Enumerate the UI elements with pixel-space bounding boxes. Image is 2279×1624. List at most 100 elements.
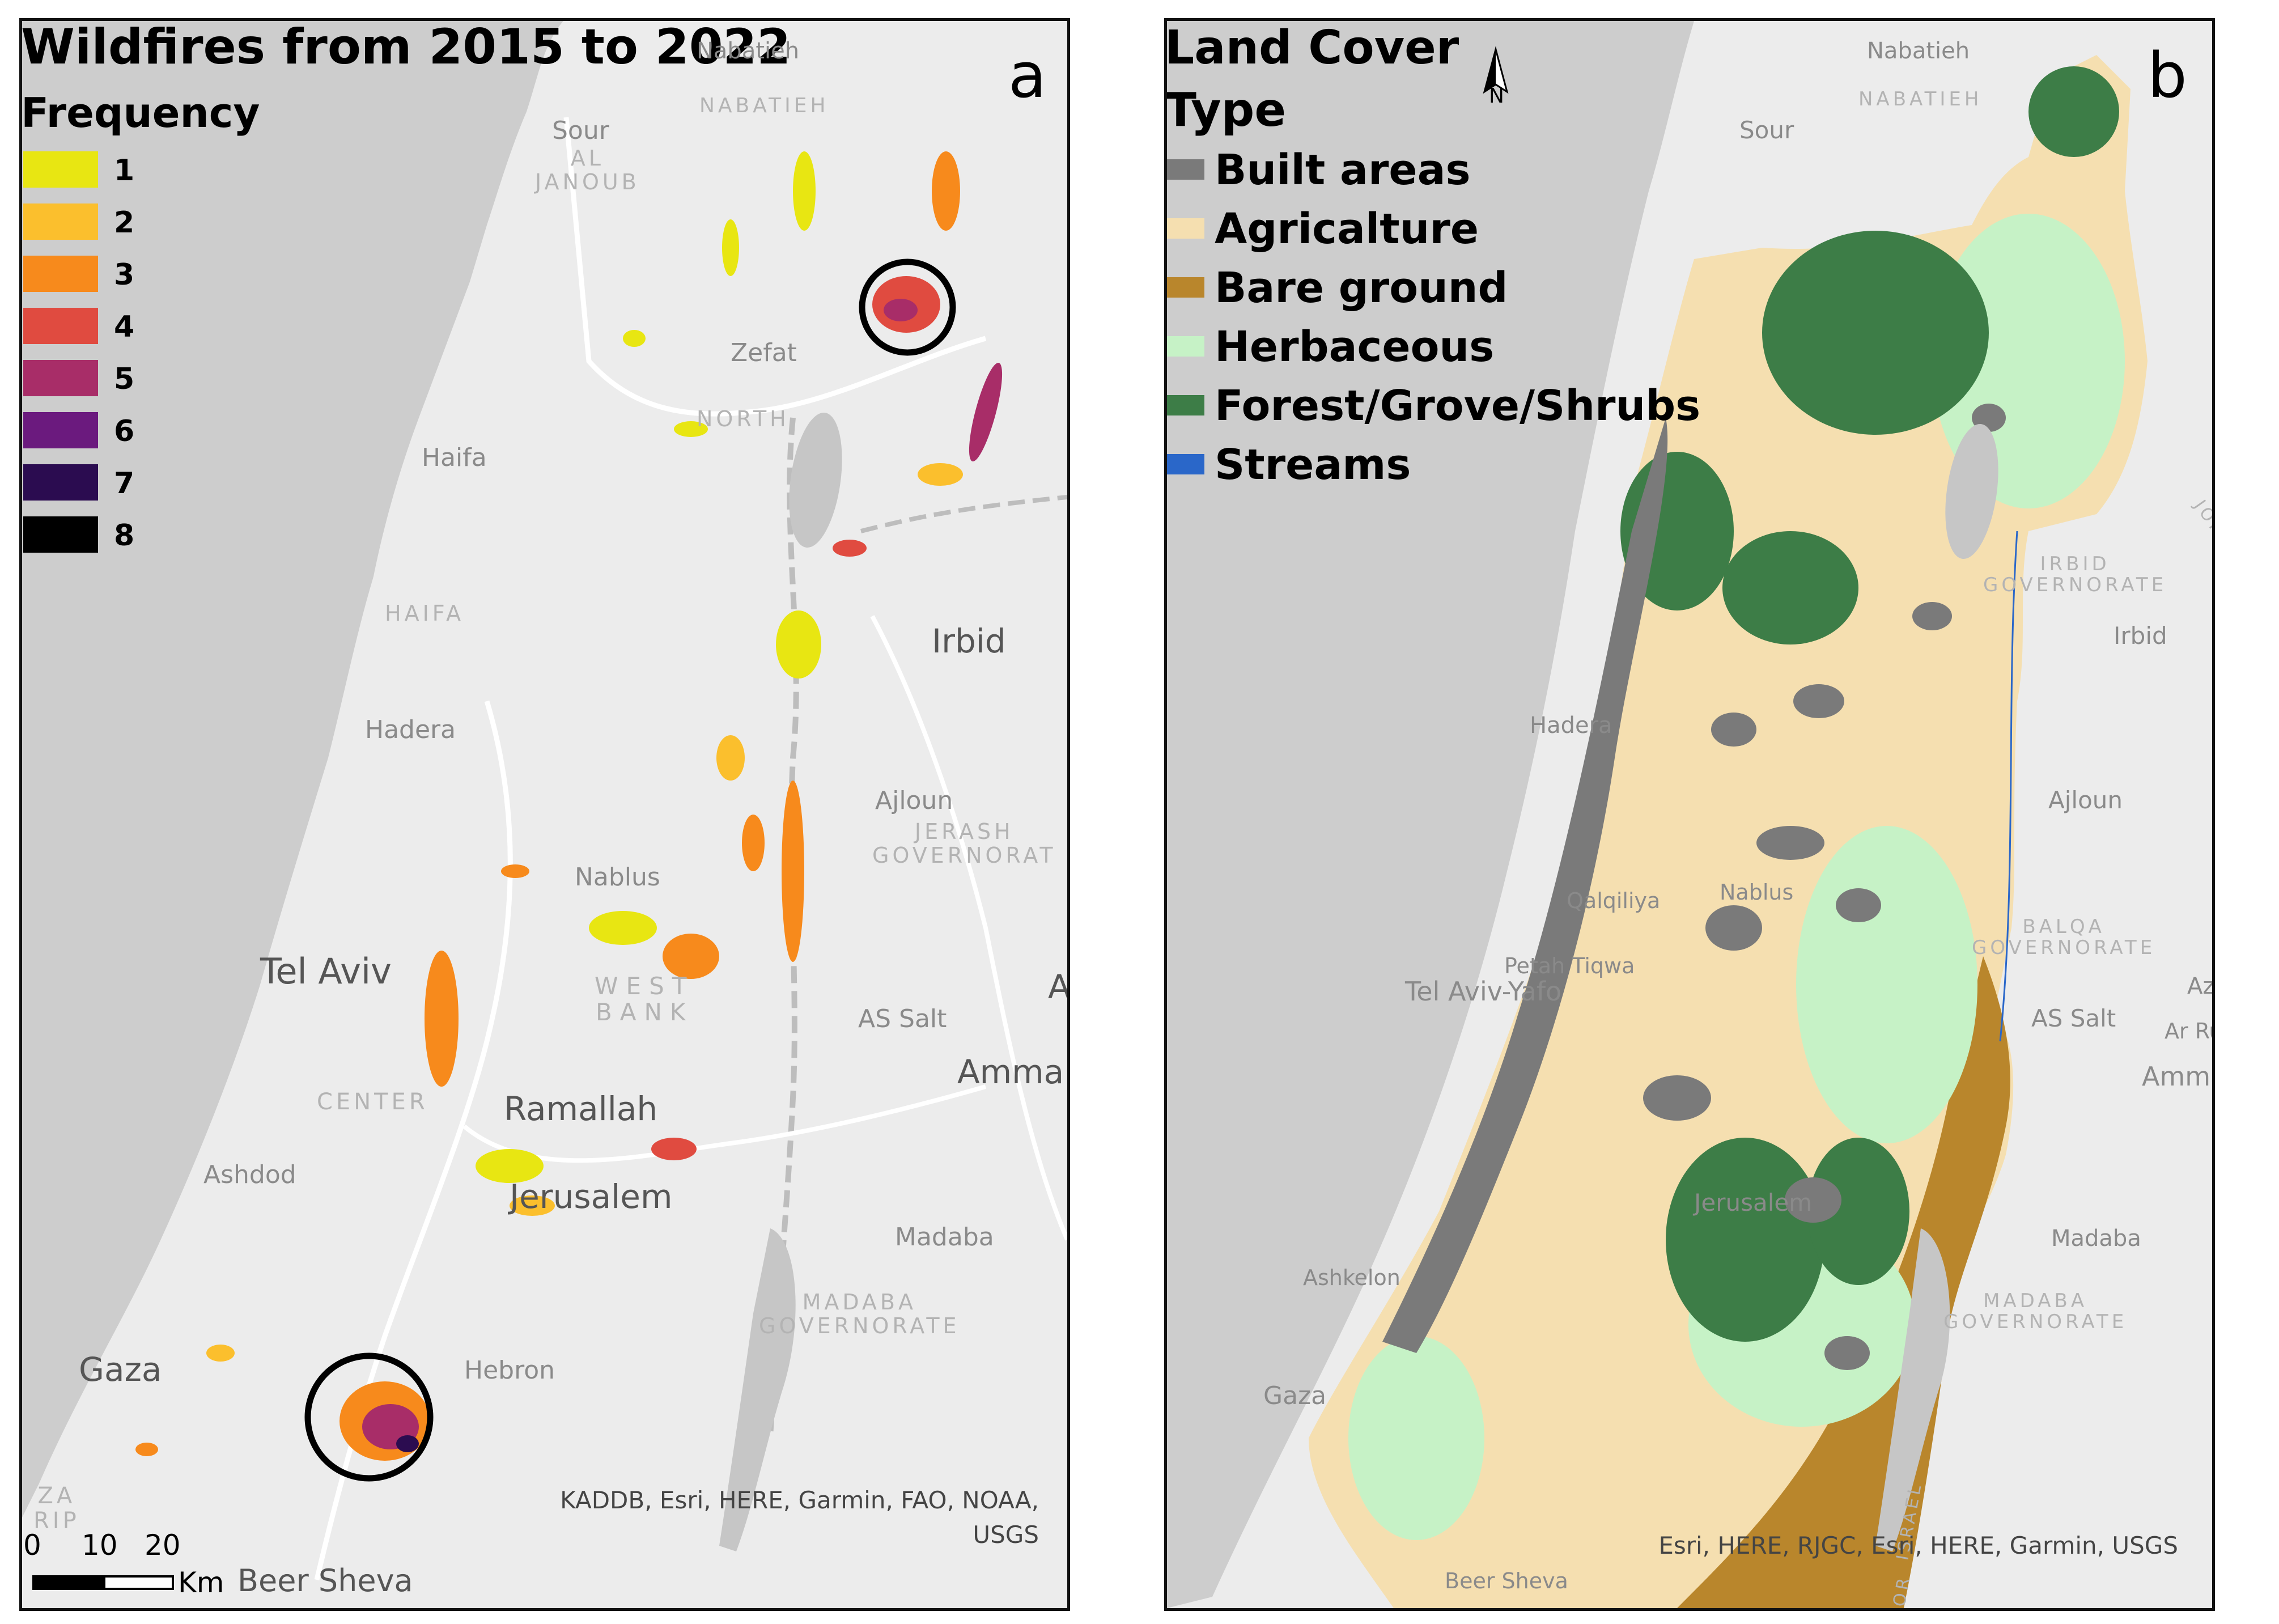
legend-label: 3 <box>114 258 135 292</box>
road-line <box>870 615 1067 1241</box>
legend-swatch <box>23 516 98 553</box>
map-title: Wildfires from 2015 to 2022 <box>21 19 791 75</box>
highlight-circle <box>859 258 956 356</box>
place-label: Hadera <box>365 715 456 744</box>
scale-segment-light <box>103 1575 174 1590</box>
forest-area <box>1807 1138 1909 1285</box>
herbaceous-area <box>1796 826 1977 1143</box>
scale-tick-label: 10 <box>82 1529 118 1562</box>
highlight-circle <box>304 1352 434 1482</box>
lake <box>789 413 842 548</box>
bare-ground-area <box>1677 956 2010 1608</box>
place-label: Ar Rus <box>2165 1019 2212 1044</box>
legend-swatch <box>23 203 98 240</box>
legend-label: 5 <box>114 362 135 396</box>
forest-area <box>1666 1138 1824 1342</box>
legend-label: Built areas <box>1215 146 1471 194</box>
place-label: Ajloun <box>875 786 953 815</box>
place-label: Beer Sheva <box>237 1563 413 1598</box>
built-patches <box>1643 404 2006 1370</box>
dead-sea <box>1875 1228 1950 1551</box>
place-label: A <box>1048 968 1070 1006</box>
place-label: Amman <box>2142 1061 2212 1092</box>
forest-area <box>1762 231 1989 435</box>
place-label: Ashdod <box>203 1160 296 1189</box>
legend-swatch <box>1167 395 1204 415</box>
sea-area <box>1167 21 1694 1608</box>
place-label: Petah Tiqwa <box>1504 953 1635 978</box>
scale-unit: Km <box>178 1566 224 1599</box>
place-label: Nablus <box>575 863 660 892</box>
region-label: BALQA GOVERNORATE <box>1972 915 2156 960</box>
region-label: HAIFA <box>385 601 465 626</box>
basemap <box>22 21 1067 1581</box>
place-label: Madaba <box>895 1223 994 1252</box>
map-panel-land-cover: Land Cover Type N b Built areas Agricaltu… <box>1164 18 2215 1611</box>
place-label: Hadera <box>1530 713 1612 739</box>
legend-label: Herbaceous <box>1215 323 1495 371</box>
legend-swatch <box>1167 159 1204 180</box>
scale-bar: 0 10 20 Km <box>22 1529 249 1602</box>
panel-letter: a <box>1008 39 1047 112</box>
legend-label: 7 <box>114 467 135 501</box>
scale-tick-label: 20 <box>145 1529 181 1562</box>
panel-letter: b <box>2148 39 2187 112</box>
map-attribution: Esri, HERE, RJGC, Esri, HERE, Garmin, US… <box>1658 1532 2178 1559</box>
region-label: NABATIEH <box>699 94 829 117</box>
place-label: Tel Aviv-Yafo <box>1405 976 1562 1007</box>
legend-label: 8 <box>114 519 135 553</box>
scale-segment-dark <box>32 1575 103 1590</box>
place-label: Haifa <box>422 443 487 472</box>
region-label: CENTER <box>317 1089 428 1115</box>
legend: Built areas Agricalture Bare ground Herbace… <box>1167 146 1700 508</box>
legend-label: 4 <box>114 310 135 344</box>
legend-swatch <box>1167 218 1204 239</box>
place-label: Amma <box>957 1053 1064 1091</box>
place-label: Zefat <box>731 338 797 367</box>
place-label: Sour <box>552 116 609 145</box>
map-attribution: KADDB, Esri, HERE, Garmin, FAO, NOAA, US… <box>560 1486 1039 1549</box>
north-arrow-label: N <box>1489 84 1504 108</box>
place-label: Gaza <box>1263 1381 1327 1410</box>
place-label: Gaza <box>79 1350 162 1389</box>
legend-swatch <box>23 412 98 448</box>
place-label: AS Salt <box>858 1004 947 1033</box>
legend-label: 1 <box>114 154 135 188</box>
place-label: Az <box>2187 973 2215 999</box>
legend-swatch <box>1167 277 1204 298</box>
place-label: Ashkelon <box>1303 1265 1400 1290</box>
road-line <box>563 117 987 417</box>
legend-swatch <box>23 151 98 188</box>
basemap <box>1167 21 2148 1608</box>
legend-swatch <box>1167 336 1204 357</box>
region-label: AL JANOUB <box>535 146 640 194</box>
herbaceous-area <box>1348 1336 1484 1540</box>
fire-patches <box>135 151 1003 1461</box>
stream-line <box>1999 531 2018 1042</box>
map-title: Land Cover <box>1165 21 1459 75</box>
dead-sea <box>719 1228 796 1551</box>
region-label: NABATIEH <box>1858 88 1983 111</box>
legend-label: Forest/Grove/Shrubs <box>1215 381 1701 430</box>
lake <box>1945 424 1998 559</box>
place-label: Irbid <box>932 622 1006 660</box>
place-label: Nabatieh <box>697 38 800 64</box>
place-label: Madaba <box>2051 1226 2141 1252</box>
region-label: NORTH <box>697 406 790 431</box>
place-label: Qalqiliya <box>1567 888 1661 913</box>
place-label: Beer Sheva <box>1445 1568 1568 1593</box>
legend-swatch <box>1167 454 1204 474</box>
region-label: ZA RIP <box>33 1483 80 1534</box>
place-label: Nabatieh <box>1867 38 1970 64</box>
scale-tick-label: 0 <box>23 1529 41 1562</box>
region-label: MADABA GOVERNORATE <box>1943 1290 2128 1334</box>
legend-swatch <box>23 464 98 501</box>
place-label: Jerusalem <box>510 1177 673 1216</box>
place-label: AS Salt <box>2031 1004 2116 1032</box>
place-label: Jerusalem <box>1694 1189 1813 1216</box>
region-label: IRBID GOVERNORATE <box>1983 553 2167 597</box>
legend-swatch <box>23 308 98 344</box>
forest-area <box>1722 531 1858 644</box>
place-label: Sour <box>1739 116 1794 144</box>
place-label: Irbid <box>2114 622 2167 650</box>
